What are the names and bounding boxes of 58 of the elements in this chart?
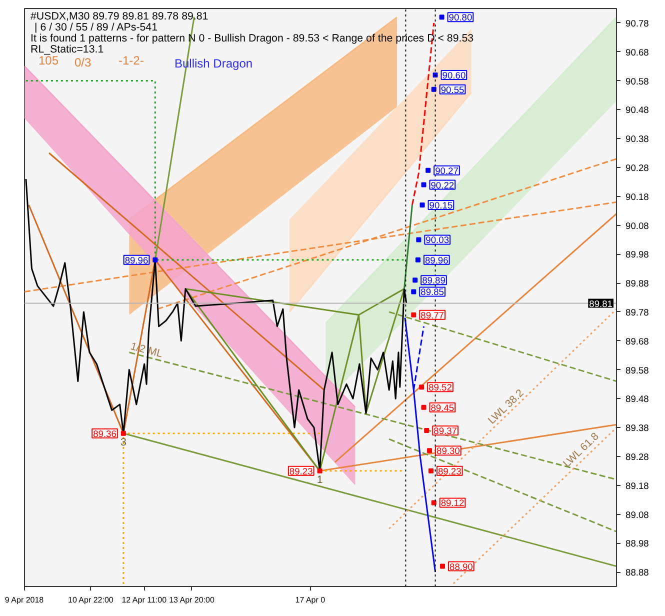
data-label: 89.23 bbox=[289, 466, 313, 476]
data-label: 88.90 bbox=[450, 562, 473, 572]
data-label: 89.89 bbox=[422, 276, 446, 286]
y-tick-label: 89.88 bbox=[626, 278, 649, 289]
annotation: 1/2 ML bbox=[129, 340, 164, 360]
y-tick-label: 89.08 bbox=[626, 510, 649, 520]
data-label: 89.45 bbox=[430, 402, 454, 413]
y-tick-label: 89.58 bbox=[626, 365, 649, 376]
y-tick-label: 89.68 bbox=[626, 336, 649, 346]
y-tick-label: 88.98 bbox=[626, 538, 649, 549]
y-tick-label: 90.08 bbox=[626, 220, 649, 231]
y-tick-label: 89.18 bbox=[626, 480, 649, 491]
x-tick-label: 13 Apr 20:00 bbox=[169, 596, 216, 604]
data-label: 90.27 bbox=[435, 166, 458, 176]
data-label: 89.52 bbox=[428, 382, 452, 393]
y-tick-label: 89.98 bbox=[626, 250, 649, 260]
annotation: 1 bbox=[316, 474, 323, 486]
annotation: 3 bbox=[120, 436, 126, 448]
x-tick-label: 12 Apr 11:00 bbox=[122, 596, 168, 604]
y-tick-label: 90.38 bbox=[626, 134, 649, 144]
data-label: 89.12 bbox=[440, 498, 464, 508]
annotation: 105 bbox=[38, 54, 59, 68]
y-tick-label: 89.38 bbox=[626, 423, 649, 434]
annotation: LWL 61.8 bbox=[560, 430, 602, 470]
chart-title: #USDX,M30 89.79 89.81 89.78 89.81 bbox=[30, 10, 208, 22]
annotation: 0/3 bbox=[74, 56, 92, 70]
y-tick-label: 90.18 bbox=[626, 192, 649, 202]
y-tick-label: 89.48 bbox=[626, 394, 649, 404]
data-label: 90.22 bbox=[430, 180, 454, 190]
y-tick-label: 90.78 bbox=[626, 18, 649, 28]
x-tick-label: 10 Apr 22:00 bbox=[68, 596, 114, 604]
data-label: 89.36 bbox=[93, 428, 116, 439]
data-label: 89.96 bbox=[424, 255, 448, 266]
data-label: 90.80 bbox=[448, 12, 472, 23]
annotation: -1-2- bbox=[118, 54, 144, 68]
data-label: 89.37 bbox=[434, 426, 457, 436]
data-label: 89.30 bbox=[436, 446, 460, 456]
x-tick-label: 17 Apr 0 bbox=[295, 596, 326, 604]
x-tick-label: 9 Apr 2018 bbox=[4, 596, 44, 604]
data-label: 89.96 bbox=[124, 255, 148, 266]
data-label: 90.03 bbox=[426, 235, 450, 246]
y-tick-label: 90.28 bbox=[626, 162, 649, 173]
text: | 6 / 30 / 55 / 89 / APs-541 bbox=[34, 22, 158, 34]
y-tick-label: 89.28 bbox=[626, 452, 649, 462]
data-label: 89.77 bbox=[420, 310, 444, 320]
y-tick-label: 90.48 bbox=[626, 105, 649, 116]
y-tick-label: 90.68 bbox=[626, 47, 649, 58]
data-label: 90.55 bbox=[440, 84, 464, 95]
ref-line-label: 89.81 bbox=[589, 298, 612, 309]
y-tick-label: 90.58 bbox=[626, 76, 649, 86]
data-label: 89.85 bbox=[420, 287, 444, 298]
data-label: 89.23 bbox=[438, 466, 462, 476]
y-tick-label: 89.78 bbox=[626, 307, 649, 318]
data-label: 90.60 bbox=[442, 70, 466, 80]
annotation: RL_Static=13.1 bbox=[30, 44, 104, 56]
annotation: LWL 38.2 bbox=[486, 387, 526, 427]
data-label: 90.15 bbox=[429, 200, 453, 211]
y-tick-label: 88.88 bbox=[626, 568, 649, 578]
